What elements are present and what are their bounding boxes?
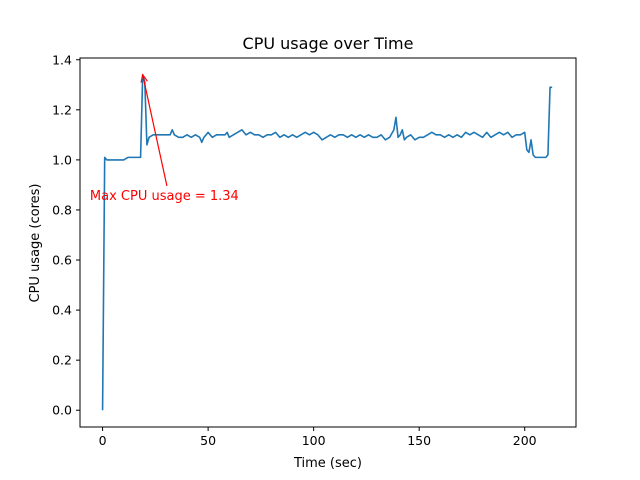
annotation-text: Max CPU usage = 1.34 bbox=[90, 189, 239, 204]
y-axis-label: CPU usage (cores) bbox=[28, 184, 43, 303]
x-tick-label: 0 bbox=[99, 433, 107, 448]
axis-ticks: 0 50 100 150 200 0.0 0.2 0.4 0.6 0.8 1.0 1.2 1.4 bbox=[52, 52, 537, 448]
series-line-0 bbox=[101, 73, 553, 411]
annotation-arrow-shaft bbox=[142, 74, 168, 187]
plot-area bbox=[101, 73, 553, 411]
max-annotation: Max CPU usage = 1.34 bbox=[90, 73, 239, 204]
chart-title: CPU usage over Time bbox=[243, 34, 414, 53]
y-tick-label: 1.4 bbox=[52, 52, 72, 67]
axes-frame bbox=[79, 57, 577, 428]
y-tick-label: 0.4 bbox=[52, 303, 72, 318]
x-tick-label: 50 bbox=[200, 433, 216, 448]
y-tick-label: 0.8 bbox=[52, 202, 72, 217]
x-tick-label: 150 bbox=[407, 433, 431, 448]
y-tick-label: 0.2 bbox=[52, 353, 72, 368]
y-tick-label: 0.0 bbox=[52, 403, 72, 418]
x-axis-label: Time (sec) bbox=[293, 456, 362, 471]
x-tick-label: 200 bbox=[513, 433, 537, 448]
annotation-arrow-head bbox=[140, 73, 148, 83]
y-tick-label: 0.6 bbox=[52, 253, 72, 268]
y-tick-label: 1.2 bbox=[52, 102, 72, 117]
x-tick-label: 100 bbox=[302, 433, 326, 448]
y-tick-label: 1.0 bbox=[52, 152, 72, 167]
